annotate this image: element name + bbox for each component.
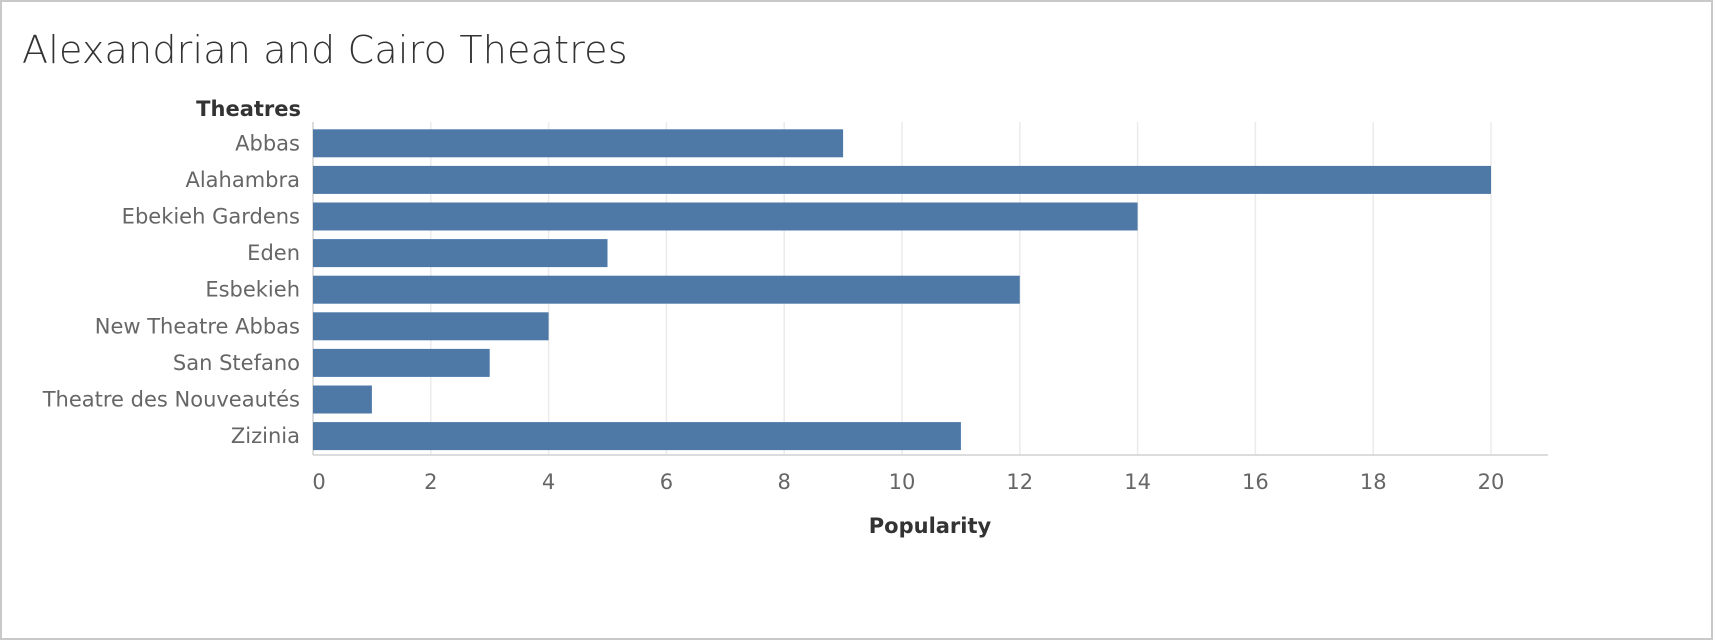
bar[interactable] bbox=[313, 275, 1020, 304]
category-label: Alahambra bbox=[185, 168, 300, 192]
category-header: Theatres bbox=[196, 97, 301, 121]
x-tick-label: 20 bbox=[1478, 470, 1505, 494]
category-label: Abbas bbox=[235, 131, 300, 155]
x-tick-label: 6 bbox=[660, 470, 673, 494]
bars bbox=[313, 129, 1491, 451]
x-tick-label: 10 bbox=[889, 470, 916, 494]
bar[interactable] bbox=[313, 348, 490, 377]
x-axis-title: Popularity bbox=[869, 514, 992, 538]
category-label: San Stefano bbox=[173, 351, 300, 375]
category-label: Ebekieh Gardens bbox=[122, 205, 300, 229]
category-label: Esbekieh bbox=[205, 278, 300, 302]
x-tick-label: 18 bbox=[1360, 470, 1387, 494]
bar[interactable] bbox=[313, 202, 1138, 231]
bar[interactable] bbox=[313, 385, 372, 414]
chart-title: Alexandrian and Cairo Theatres bbox=[22, 28, 628, 72]
x-tick-label: 4 bbox=[542, 470, 555, 494]
x-tick-label: 12 bbox=[1006, 470, 1033, 494]
bar[interactable] bbox=[313, 129, 844, 158]
x-tick-label: 0 bbox=[312, 470, 325, 494]
x-tick-label: 8 bbox=[778, 470, 791, 494]
bar[interactable] bbox=[313, 312, 549, 341]
x-tick-label: 2 bbox=[424, 470, 437, 494]
category-labels: Abbas Alahambra Ebekieh Gardens Eden Esbekie… bbox=[42, 131, 300, 448]
bar[interactable] bbox=[313, 239, 608, 268]
bar[interactable] bbox=[313, 165, 1491, 194]
x-tick-label: 14 bbox=[1124, 470, 1151, 494]
x-tick-label: 16 bbox=[1242, 470, 1269, 494]
x-axis-ticks: 0 2 4 6 8 10 12 14 16 18 20 bbox=[312, 470, 1504, 494]
category-label: Theatre des Nouveautés bbox=[42, 388, 300, 412]
bar[interactable] bbox=[313, 422, 961, 451]
category-label: Zizinia bbox=[231, 424, 300, 448]
category-label: Eden bbox=[247, 241, 300, 265]
category-label: New Theatre Abbas bbox=[95, 314, 300, 338]
